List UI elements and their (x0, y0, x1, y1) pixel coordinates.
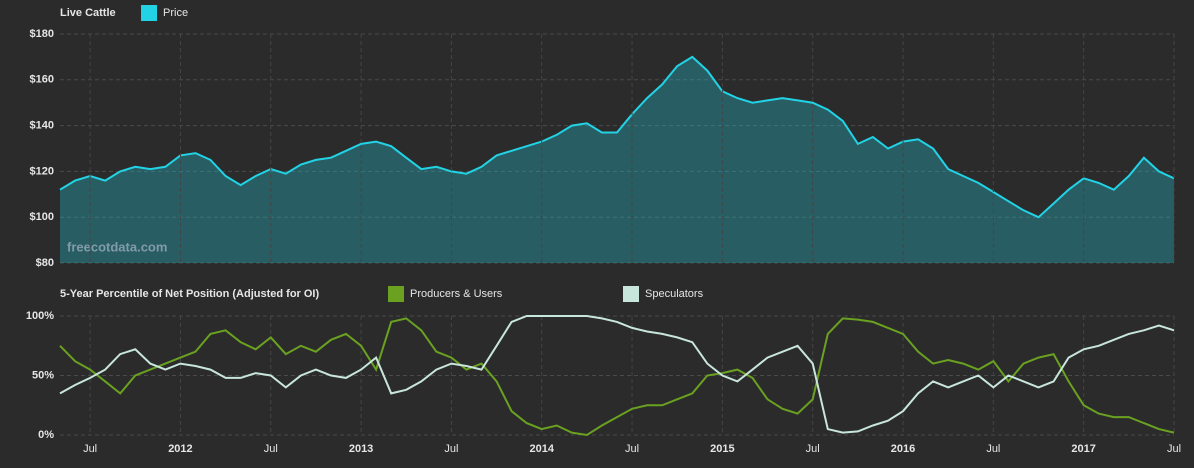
y-tick-label: $180 (30, 28, 54, 40)
legend-swatch (141, 5, 157, 21)
x-tick-label: Jul (625, 443, 639, 455)
x-tick-label: Jul (986, 443, 1000, 455)
y-tick-label: $80 (36, 257, 54, 269)
legend-swatch (623, 286, 639, 302)
legend-swatch (388, 286, 404, 302)
x-tick-label: Jul (1167, 443, 1181, 455)
legend-label: Price (163, 7, 188, 19)
y-tick-label: 50% (32, 369, 54, 381)
area (60, 56, 1174, 264)
x-tick-label: 2015 (710, 443, 734, 455)
x-tick-label: Jul (806, 443, 820, 455)
legend-label: Speculators (645, 288, 704, 300)
y-tick-label: 100% (26, 310, 54, 322)
x-tick-label: 2012 (168, 443, 192, 455)
y-tick-label: $140 (30, 120, 54, 132)
line (59, 317, 1175, 437)
y-tick-label: $100 (30, 211, 54, 223)
x-tick-label: Jul (444, 443, 458, 455)
x-tick-label: 2016 (891, 443, 915, 455)
plot-area (60, 34, 1174, 263)
y-tick-label: 0% (38, 429, 54, 441)
legend-label: Producers & Users (410, 288, 503, 300)
x-tick-label: Jul (83, 443, 97, 455)
y-tick-label: $160 (30, 74, 54, 86)
line (59, 315, 1175, 434)
watermark: freecotdata.com (67, 239, 167, 254)
x-tick-label: 2014 (529, 443, 554, 455)
line (59, 55, 1175, 219)
chart-title: Live Cattle (60, 7, 116, 19)
x-tick-label: Jul (264, 443, 278, 455)
x-tick-label: 2017 (1071, 443, 1095, 455)
chart-title: 5-Year Percentile of Net Position (Adjus… (60, 288, 319, 300)
x-tick-label: 2013 (349, 443, 373, 455)
y-tick-label: $120 (30, 165, 54, 177)
